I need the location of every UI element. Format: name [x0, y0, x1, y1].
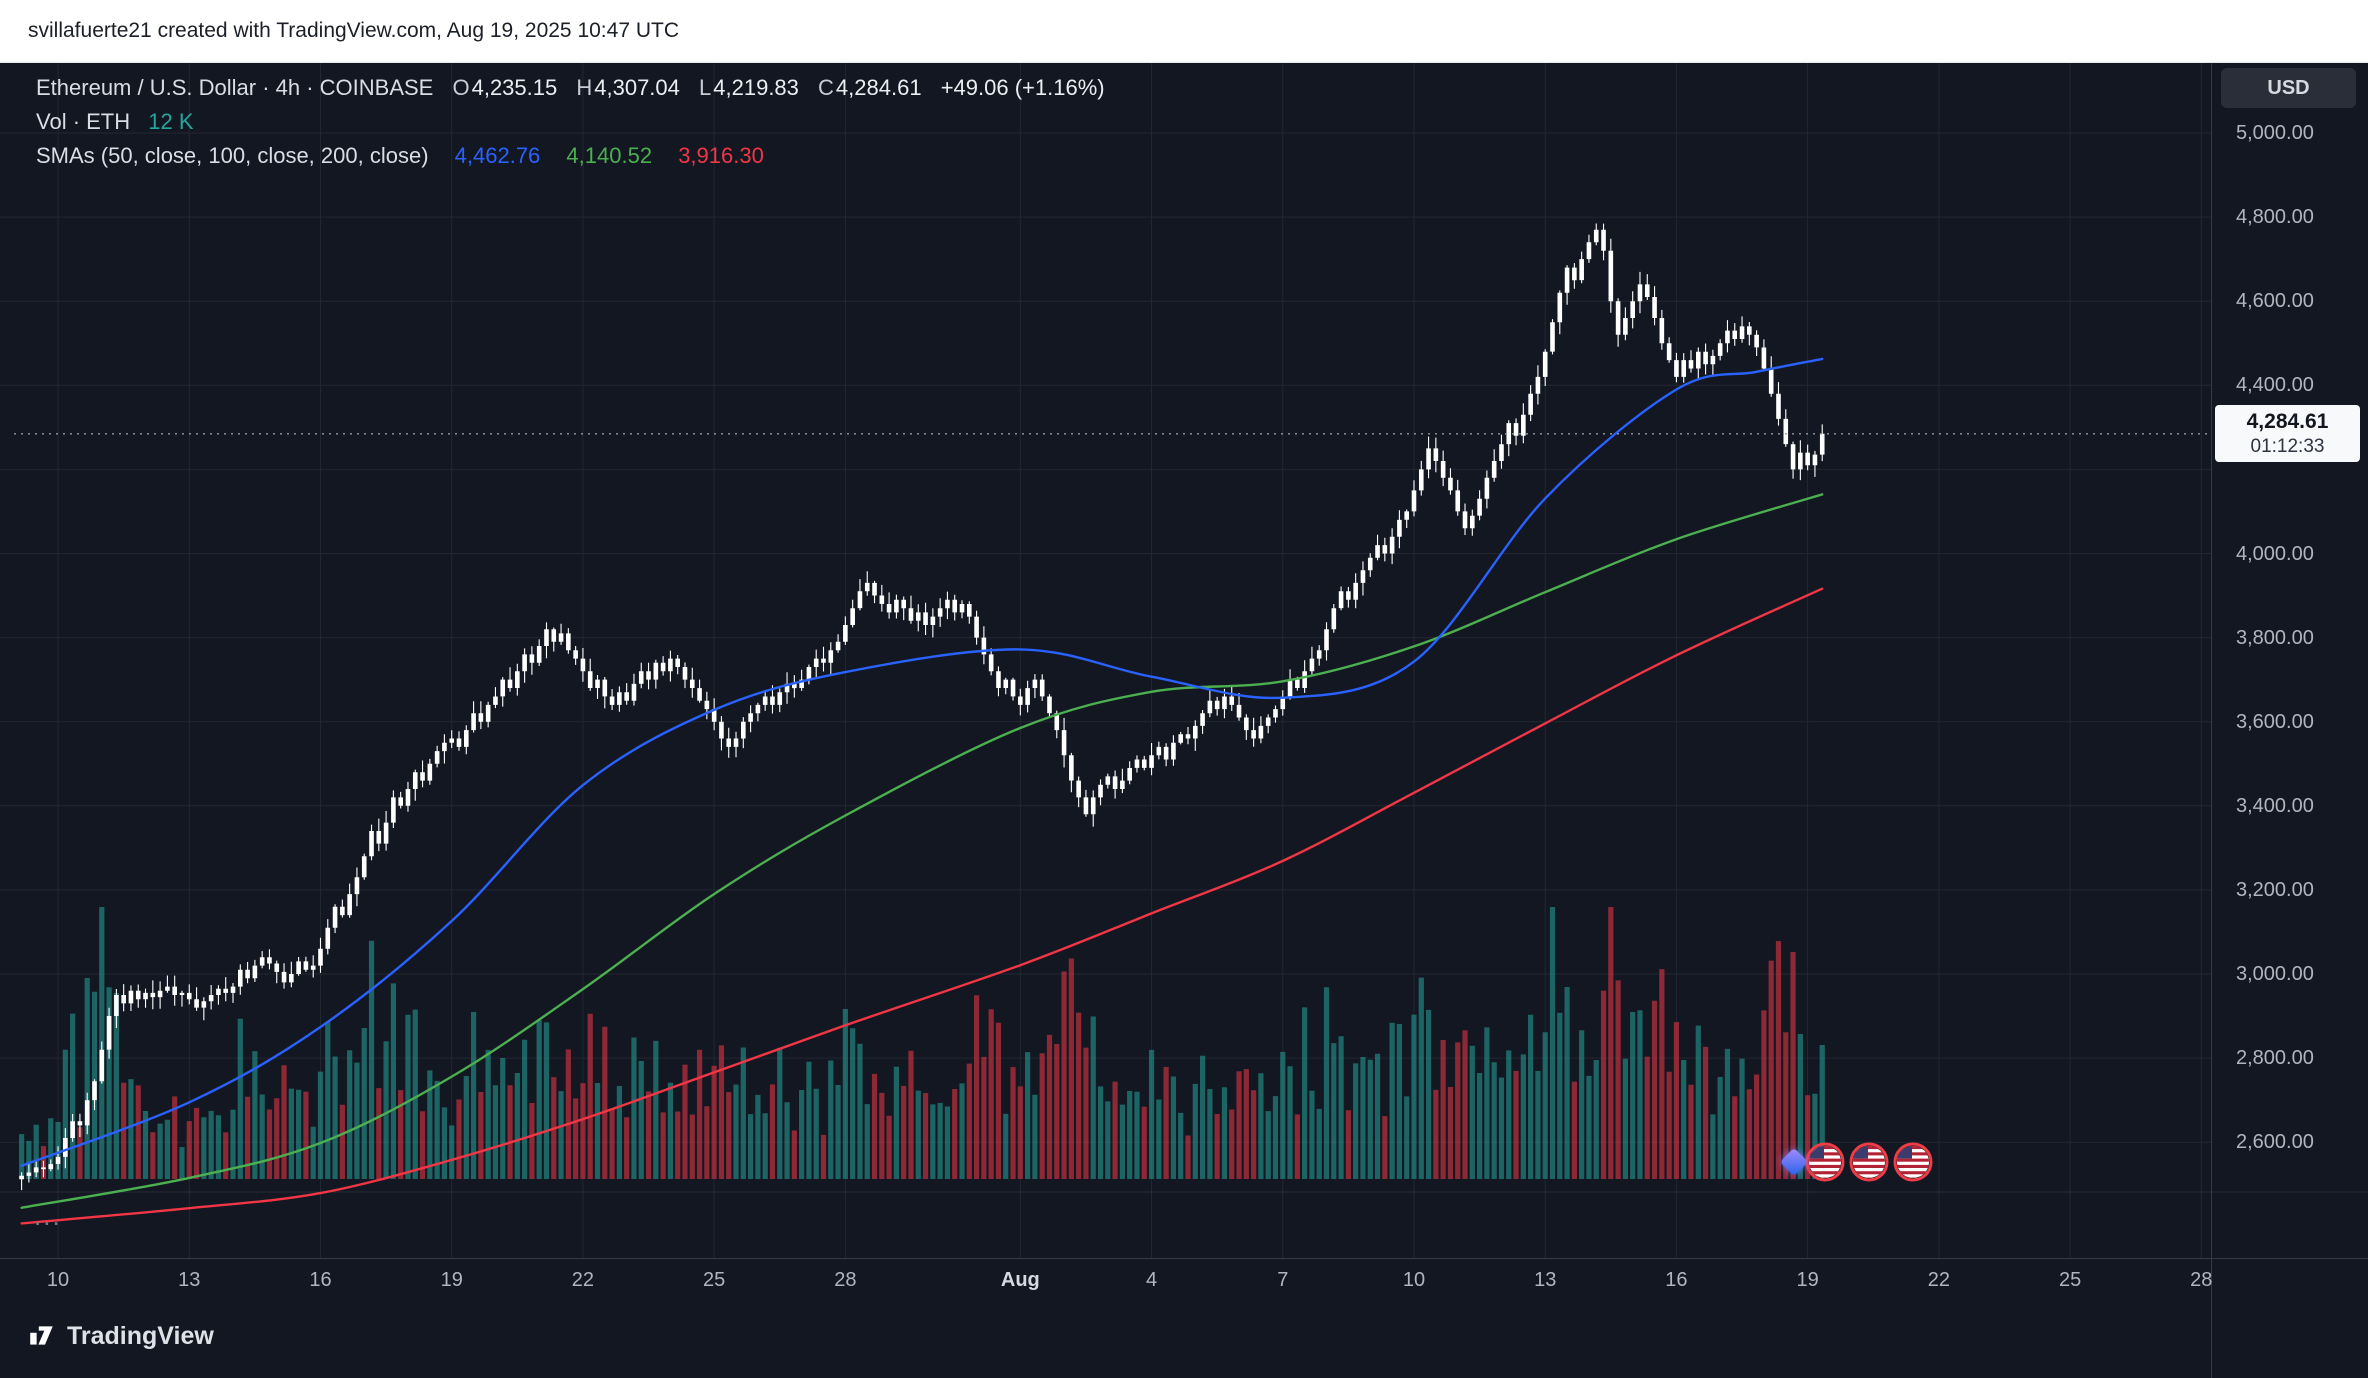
chart-area[interactable]: Ethereum / U.S. Dollar · 4h · COINBASE O… — [0, 63, 2368, 1378]
currency-button[interactable]: USD — [2221, 68, 2356, 108]
candlestick-chart — [0, 63, 2368, 1258]
price-axis-label: 4,800.00 — [2236, 206, 2314, 229]
price-axis-label: 2,600.00 — [2236, 1131, 2314, 1154]
time-axis-label: 28 — [2190, 1269, 2213, 1291]
sma200-line — [20, 587, 1824, 1225]
price-axis-label: 3,000.00 — [2236, 963, 2314, 985]
price-axis-label: 4,600.00 — [2236, 290, 2314, 313]
sma-legend-row[interactable]: SMAs (50, close, 100, close, 200, close)… — [36, 139, 1105, 173]
price-axis-label: 5,000.00 — [2236, 122, 2314, 144]
chart-legend: Ethereum / U.S. Dollar · 4h · COINBASE O… — [36, 71, 1105, 173]
price-axis-label: 3,400.00 — [2236, 794, 2314, 817]
volume-value: 12 K — [148, 109, 194, 134]
close-label: C — [818, 75, 834, 100]
low-label: L — [699, 75, 712, 100]
time-axis-label: 22 — [1927, 1269, 1950, 1291]
us-flag-sticker-icon[interactable] — [1848, 1141, 1890, 1183]
time-axis-label: 25 — [703, 1269, 726, 1291]
time-axis-label: 19 — [440, 1269, 463, 1291]
time-axis-label: 25 — [2058, 1269, 2082, 1291]
time-axis-label: 7 — [1277, 1269, 1289, 1291]
time-axis[interactable]: 10 13 16 19 22 25 28 Aug 4 7 10 13 16 19 22 25 28 — [0, 1258, 2368, 1337]
tradingview-logo-text: TradingView — [67, 1321, 214, 1350]
price-axis-label: 3,200.00 — [2236, 878, 2314, 901]
low-value: 4,219.83 — [713, 75, 799, 100]
attribution-text: svillafuerte21 created with TradingView.… — [28, 19, 679, 42]
price-axis-label: 2,800.00 — [2236, 1047, 2314, 1070]
time-axis-label: Aug — [1000, 1269, 1040, 1291]
us-flag-sticker-icon[interactable] — [1892, 1141, 1934, 1183]
time-axis-label: 4 — [1145, 1269, 1158, 1291]
time-axis-label: 10 — [1402, 1269, 1426, 1291]
open-label: O — [452, 75, 470, 100]
volume-bars-down — [40, 907, 1811, 1179]
sma50-value: 4,462.76 — [454, 143, 541, 168]
change-value: +49.06 (+1.16%) — [940, 75, 1105, 100]
sma200-value: 3,916.30 — [678, 143, 764, 168]
time-axis-label: 19 — [1796, 1269, 1819, 1291]
last-price-badge: 4,284.61 01:12:33 — [2215, 404, 2360, 462]
us-flag-sticker-icon[interactable] — [1804, 1141, 1846, 1183]
price-axis-label: 3,600.00 — [2236, 710, 2314, 733]
volume-label: Vol · ETH — [36, 109, 131, 134]
high-label: H — [576, 75, 593, 100]
symbol-title[interactable]: Ethereum / U.S. Dollar · 4h · COINBASE — [36, 75, 434, 100]
last-price-value: 4,284.61 — [2246, 409, 2329, 433]
sma100-value: 4,140.52 — [566, 143, 653, 168]
time-axis-label: 13 — [178, 1269, 201, 1291]
collapsed-indicator-ellipsis[interactable]: ... — [34, 1201, 62, 1231]
time-axis-label: 16 — [309, 1269, 332, 1291]
price-axis-label: 4,400.00 — [2236, 374, 2314, 397]
bar-countdown: 01:12:33 — [2250, 435, 2325, 457]
grid-lines — [0, 63, 2211, 1258]
sma-label: SMAs (50, close, 100, close, 200, close) — [36, 143, 429, 168]
time-axis-label: 16 — [1665, 1269, 1688, 1291]
tradingview-logo-icon — [30, 1326, 53, 1345]
attribution-bar: svillafuerte21 created with TradingView.… — [0, 0, 2368, 63]
close-value: 4,284.61 — [835, 75, 922, 100]
volume-bars-up — [19, 907, 1825, 1179]
tradingview-logo[interactable]: TradingView — [27, 1321, 214, 1351]
time-axis-label: 10 — [46, 1269, 70, 1291]
price-axis-label: 3,800.00 — [2236, 626, 2314, 649]
time-axis-label: 13 — [1534, 1269, 1557, 1291]
open-value: 4,235.15 — [471, 75, 558, 100]
chart-stickers[interactable] — [1779, 1141, 1934, 1183]
price-axis-label: 4,000.00 — [2236, 542, 2314, 565]
price-axis[interactable]: USD 5,000.00 4,800.00 4,600.00 4,400.00 4,00… — [2211, 63, 2368, 1378]
high-value: 4,307.04 — [594, 75, 680, 100]
sma50-line — [20, 357, 1824, 1167]
symbol-legend-row[interactable]: Ethereum / U.S. Dollar · 4h · COINBASE O… — [36, 71, 1105, 105]
time-axis-label: 28 — [834, 1269, 857, 1291]
sma100-line — [20, 493, 1824, 1209]
volume-legend-row[interactable]: Vol · ETH 12 K — [36, 105, 1105, 139]
time-axis-label: 22 — [571, 1269, 595, 1291]
